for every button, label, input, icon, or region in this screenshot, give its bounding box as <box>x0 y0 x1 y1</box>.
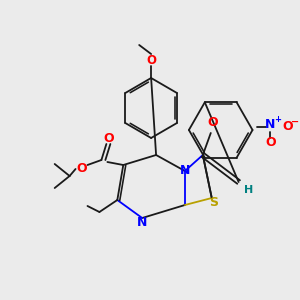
Text: S: S <box>209 196 218 209</box>
Text: H: H <box>244 185 253 195</box>
Text: O: O <box>103 131 114 145</box>
Text: +: + <box>274 116 281 124</box>
Text: N: N <box>137 215 147 229</box>
Text: −: − <box>291 117 299 127</box>
Text: O: O <box>76 161 87 175</box>
Text: N: N <box>265 118 276 131</box>
Text: O: O <box>282 121 292 134</box>
Text: O: O <box>207 116 218 130</box>
Text: N: N <box>180 164 190 178</box>
Text: O: O <box>146 53 156 67</box>
Text: O: O <box>265 136 276 148</box>
